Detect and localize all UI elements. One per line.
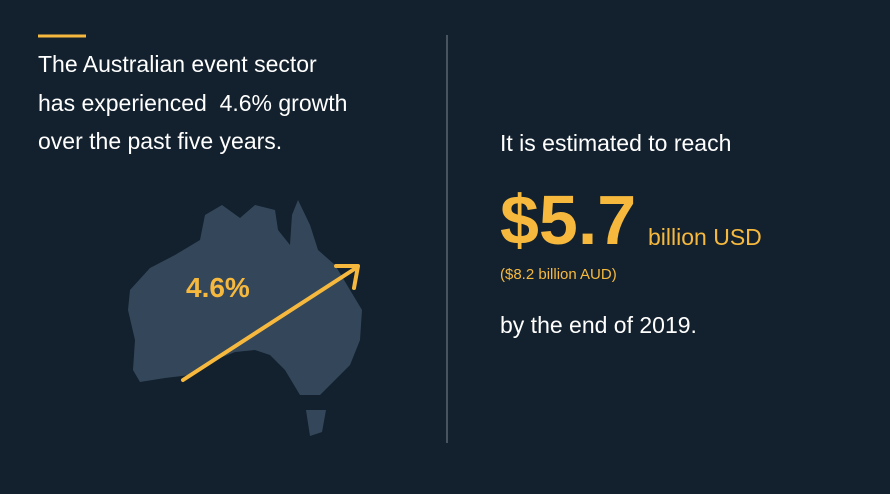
headline-line: The Australian event sector	[38, 51, 317, 77]
outro: by the end of 2019.	[500, 312, 697, 338]
amount: $5.7	[500, 181, 637, 259]
australia-map	[128, 200, 362, 436]
growth-arrow	[181, 266, 358, 382]
amount-unit: billion USD	[648, 224, 762, 250]
arrow-head	[334, 264, 360, 290]
headline-line: has experienced 4.6% growth	[38, 90, 348, 116]
headline-line: over the past five years.	[38, 128, 283, 154]
intro: It is estimated to reach	[500, 130, 732, 156]
aud-amount: ($8.2 billion AUD)	[500, 266, 617, 283]
map-label: 4.6%	[186, 272, 250, 303]
